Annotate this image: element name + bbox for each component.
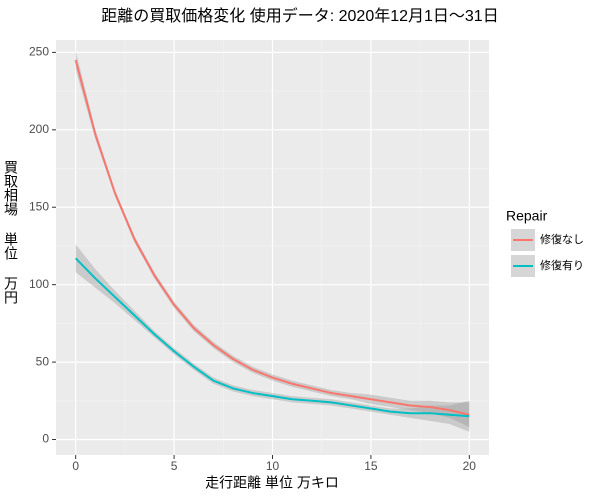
y-axis-label: 買取相場 単位 万円 (3, 160, 19, 304)
legend-title: Repair (506, 208, 548, 224)
y-tick-label: 200 (29, 122, 49, 136)
y-tick-label: 150 (29, 199, 49, 213)
legend-label: 修復なし (540, 232, 584, 246)
x-tick-label: 20 (463, 459, 477, 473)
x-tick-label: 5 (171, 459, 178, 473)
legend-label: 修復有り (540, 258, 584, 272)
series-line (74, 59, 470, 416)
y-tick-label: 100 (29, 277, 49, 291)
y-tick-label: 0 (42, 432, 49, 446)
series-line (74, 257, 470, 418)
y-tick-label: 250 (29, 45, 49, 59)
x-tick-label: 0 (72, 459, 79, 473)
chart-title: 距離の買取価格変化 使用データ: 2020年12月1日～31日 (101, 6, 498, 25)
x-tick-label: 10 (266, 459, 280, 473)
x-axis-label: 走行距離 単位 万キロ (205, 475, 339, 491)
y-tick-label: 50 (36, 354, 50, 368)
x-tick-label: 15 (364, 459, 378, 473)
